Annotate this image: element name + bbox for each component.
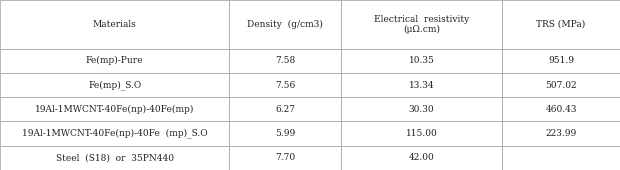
Text: 5.99: 5.99 [275, 129, 295, 138]
Text: Fe(mp)-Pure: Fe(mp)-Pure [86, 56, 143, 65]
Text: 10.35: 10.35 [409, 56, 435, 65]
Bar [502, 0, 620, 49]
Bar [341, 49, 502, 73]
Bar [229, 121, 341, 146]
Text: 951.9: 951.9 [548, 56, 574, 65]
Bar [0, 49, 229, 73]
Text: Materials: Materials [93, 20, 136, 29]
Bar [229, 0, 341, 49]
Text: 7.56: 7.56 [275, 81, 295, 89]
Text: 13.34: 13.34 [409, 81, 435, 89]
Bar [0, 0, 229, 49]
Text: Steel  (S18)  or  35PN440: Steel (S18) or 35PN440 [56, 153, 174, 162]
Bar [502, 121, 620, 146]
Text: 19Al-1MWCNT-40Fe(np)-40Fe  (mp)_S.O: 19Al-1MWCNT-40Fe(np)-40Fe (mp)_S.O [22, 129, 208, 139]
Text: 42.00: 42.00 [409, 153, 435, 162]
Bar [502, 49, 620, 73]
Bar [341, 73, 502, 97]
Bar [229, 146, 341, 170]
Text: 507.02: 507.02 [545, 81, 577, 89]
Bar [0, 146, 229, 170]
Bar [229, 73, 341, 97]
Bar [502, 73, 620, 97]
Text: TRS (MPa): TRS (MPa) [536, 20, 586, 29]
Bar [229, 49, 341, 73]
Text: 6.27: 6.27 [275, 105, 295, 114]
Bar [229, 97, 341, 121]
Bar [502, 146, 620, 170]
Text: 19Al-1MWCNT-40Fe(np)-40Fe(mp): 19Al-1MWCNT-40Fe(np)-40Fe(mp) [35, 105, 195, 114]
Text: Electrical  resistivity
(μΩ.cm): Electrical resistivity (μΩ.cm) [374, 14, 469, 34]
Bar [502, 97, 620, 121]
Text: 223.99: 223.99 [546, 129, 577, 138]
Bar [341, 146, 502, 170]
Bar [0, 73, 229, 97]
Bar [341, 97, 502, 121]
Text: Fe(mp)_S.O: Fe(mp)_S.O [88, 80, 141, 90]
Bar [341, 0, 502, 49]
Bar [341, 121, 502, 146]
Text: 7.58: 7.58 [275, 56, 295, 65]
Bar [0, 97, 229, 121]
Text: 7.70: 7.70 [275, 153, 295, 162]
Bar [0, 121, 229, 146]
Text: Density  (g/cm3): Density (g/cm3) [247, 20, 323, 29]
Text: 460.43: 460.43 [546, 105, 577, 114]
Text: 30.30: 30.30 [409, 105, 435, 114]
Text: 115.00: 115.00 [405, 129, 438, 138]
